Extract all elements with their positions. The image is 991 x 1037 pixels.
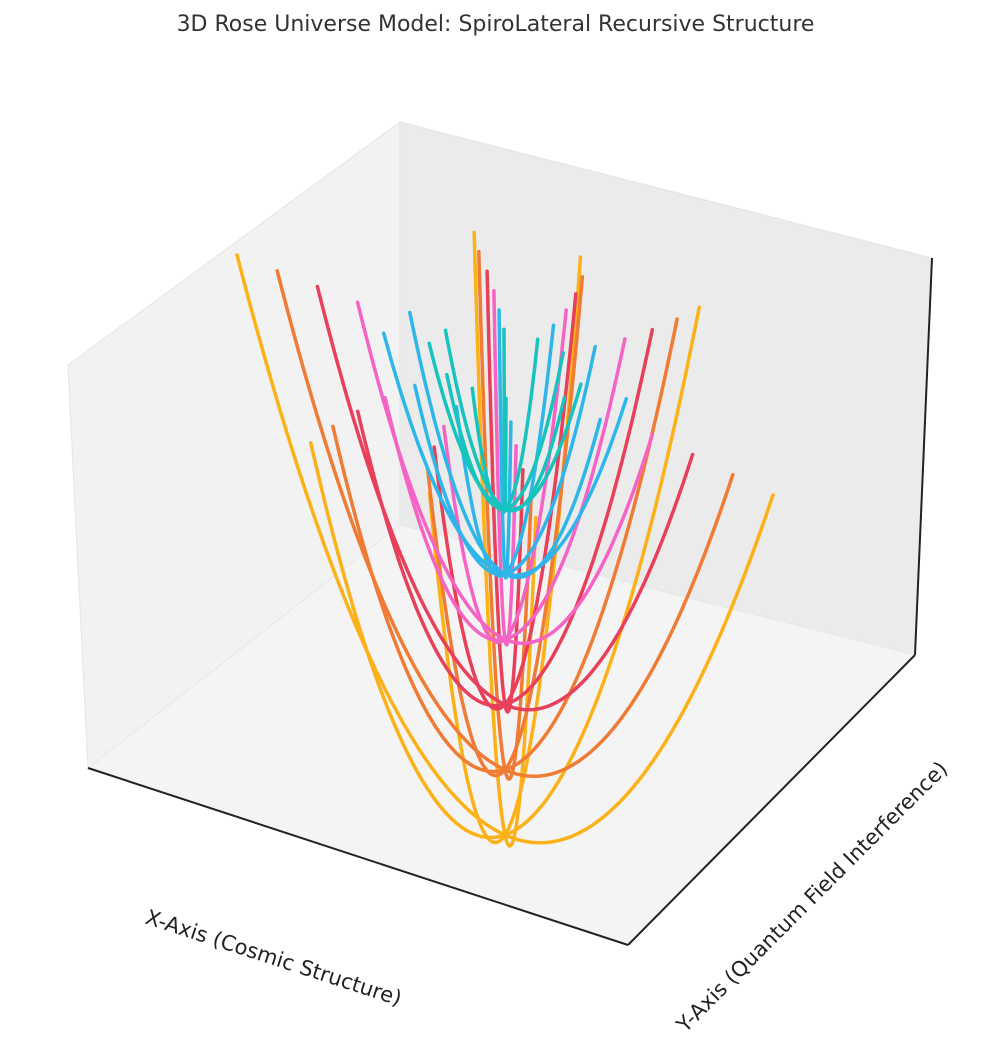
series-5-curve-4 [445,351,565,511]
z-axis-line [914,257,933,656]
series-5-curve-2 [502,327,508,516]
curves-group [235,230,775,848]
y-axis-line [627,654,916,946]
x-axis-line [87,767,629,946]
series-3-curve-3 [383,337,627,642]
series-0-curve-3 [308,305,702,840]
series-2-curve-3 [355,327,655,708]
chart-title: 3D Rose Universe Model: SpiroLateral Rec… [176,12,815,37]
series-4-curve-4 [413,344,597,577]
series-1-curve-3 [331,317,679,774]
